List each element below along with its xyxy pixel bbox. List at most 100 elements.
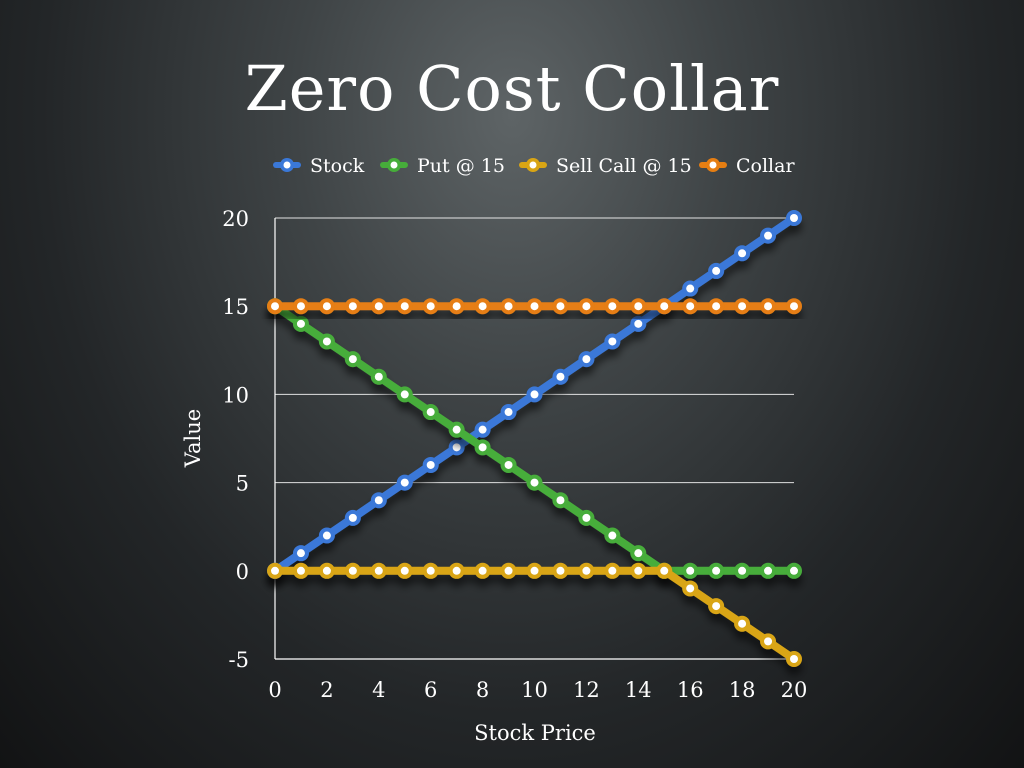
data-point-center-collar-16 xyxy=(686,302,695,311)
data-point-center-collar-19 xyxy=(764,302,773,311)
y-tick-label-3: 10 xyxy=(222,383,249,407)
legend-marker-center-collar xyxy=(709,161,717,169)
legend-item-put-15: Put @ 15 xyxy=(380,155,505,177)
y-tick-label-1: 0 xyxy=(236,560,249,584)
data-point-center-stock-19 xyxy=(764,231,773,240)
plot-area xyxy=(267,210,802,667)
x-tick-label-1: 2 xyxy=(320,678,333,702)
data-point-center-put-15-7 xyxy=(452,425,461,434)
legend-label-sell-call-15: Sell Call @ 15 xyxy=(556,155,692,177)
data-point-center-sell-call-15-14 xyxy=(634,566,643,575)
data-point-center-put-15-5 xyxy=(400,390,409,399)
legend-marker-center-put-15 xyxy=(390,161,398,169)
data-point-center-collar-2 xyxy=(322,302,331,311)
data-point-center-sell-call-15-9 xyxy=(504,566,513,575)
data-point-center-stock-17 xyxy=(712,266,721,275)
data-point-center-sell-call-15-18 xyxy=(738,619,747,628)
data-point-center-collar-15 xyxy=(660,302,669,311)
data-point-center-sell-call-15-13 xyxy=(608,566,617,575)
legend-label-collar: Collar xyxy=(736,155,795,177)
data-point-center-collar-1 xyxy=(296,302,305,311)
data-point-center-stock-10 xyxy=(530,390,539,399)
data-point-center-collar-18 xyxy=(738,302,747,311)
y-tick-label-5: 20 xyxy=(222,207,249,231)
data-point-center-stock-6 xyxy=(426,460,435,469)
x-tick-label-8: 16 xyxy=(677,678,704,702)
data-point-center-put-15-18 xyxy=(738,566,747,575)
data-point-center-stock-3 xyxy=(348,513,357,522)
data-point-center-put-15-8 xyxy=(478,443,487,452)
series-line-put-15 xyxy=(271,302,798,575)
data-point-center-sell-call-15-8 xyxy=(478,566,487,575)
data-point-center-sell-call-15-20 xyxy=(790,655,798,663)
y-axis-label: Value xyxy=(181,409,205,468)
data-point-center-collar-17 xyxy=(712,302,721,311)
legend-label-stock: Stock xyxy=(310,155,365,177)
series-sell-call-15 xyxy=(267,562,802,667)
data-point-center-collar-14 xyxy=(634,302,643,311)
data-point-center-stock-14 xyxy=(634,319,643,328)
x-tick-label-0: 0 xyxy=(268,678,281,702)
data-point-center-collar-5 xyxy=(400,302,409,311)
data-point-center-stock-11 xyxy=(556,372,565,381)
data-point-center-stock-20 xyxy=(790,214,798,222)
data-point-center-stock-9 xyxy=(504,408,513,417)
data-point-center-stock-16 xyxy=(686,284,695,293)
data-point-center-sell-call-15-2 xyxy=(322,566,331,575)
data-point-center-sell-call-15-6 xyxy=(426,566,435,575)
data-point-center-sell-call-15-10 xyxy=(530,566,539,575)
data-point-center-collar-13 xyxy=(608,302,617,311)
data-point-center-put-15-3 xyxy=(348,355,357,364)
legend: Stock Put @ 15 Sell Call @ 15 Collar xyxy=(273,155,795,177)
data-point-center-stock-13 xyxy=(608,337,617,346)
data-point-center-put-15-20 xyxy=(790,566,798,575)
data-point-center-stock-18 xyxy=(738,249,747,258)
x-tick-label-10: 20 xyxy=(781,678,808,702)
x-tick-label-6: 12 xyxy=(573,678,600,702)
data-point-center-stock-5 xyxy=(400,478,409,487)
data-point-center-put-15-1 xyxy=(296,319,305,328)
y-tick-label-2: 5 xyxy=(236,472,249,496)
data-point-center-put-15-13 xyxy=(608,531,617,540)
data-point-center-collar-9 xyxy=(504,302,513,311)
legend-item-stock: Stock xyxy=(273,155,365,177)
data-point-center-put-15-10 xyxy=(530,478,539,487)
data-point-center-put-15-6 xyxy=(426,408,435,417)
data-point-center-put-15-16 xyxy=(686,566,695,575)
x-tick-label-4: 8 xyxy=(476,678,489,702)
data-point-center-sell-call-15-19 xyxy=(764,637,773,646)
data-point-center-stock-4 xyxy=(374,496,383,505)
x-tick-label-5: 10 xyxy=(521,678,548,702)
data-point-center-collar-4 xyxy=(374,302,383,311)
legend-label-put-15: Put @ 15 xyxy=(417,155,505,177)
data-point-center-sell-call-15-17 xyxy=(712,602,721,611)
data-point-center-collar-3 xyxy=(348,302,357,311)
data-point-center-sell-call-15-11 xyxy=(556,566,565,575)
x-tick-label-9: 18 xyxy=(729,678,756,702)
legend-item-sell-call-15: Sell Call @ 15 xyxy=(519,155,692,177)
data-point-center-sell-call-15-3 xyxy=(348,566,357,575)
data-point-center-stock-1 xyxy=(296,549,305,558)
data-point-center-put-15-2 xyxy=(322,337,331,346)
data-point-center-put-15-12 xyxy=(582,513,591,522)
data-point-center-put-15-9 xyxy=(504,460,513,469)
data-point-center-sell-call-15-1 xyxy=(296,566,305,575)
data-point-center-put-15-4 xyxy=(374,372,383,381)
series-line-sell-call-15 xyxy=(271,566,798,663)
data-point-center-stock-2 xyxy=(322,531,331,540)
legend-item-collar: Collar xyxy=(699,155,795,177)
data-point-center-sell-call-15-16 xyxy=(686,584,695,593)
series-collar xyxy=(267,298,802,315)
data-point-center-collar-6 xyxy=(426,302,435,311)
y-tick-label-4: 15 xyxy=(222,295,249,319)
legend-marker-center-stock xyxy=(283,161,291,169)
data-point-center-collar-11 xyxy=(556,302,565,311)
data-point-center-collar-20 xyxy=(790,302,798,311)
axes: -5 0 5 10 15 20 0 2 4 6 8 10 12 14 16 18 20 xyxy=(222,207,807,702)
data-point-center-stock-7 xyxy=(452,443,461,452)
x-tick-label-3: 6 xyxy=(424,678,437,702)
data-point-center-collar-0 xyxy=(271,302,279,311)
data-point-center-sell-call-15-0 xyxy=(271,566,279,575)
data-point-center-put-15-17 xyxy=(712,566,721,575)
